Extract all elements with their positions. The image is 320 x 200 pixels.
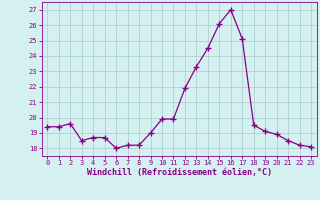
X-axis label: Windchill (Refroidissement éolien,°C): Windchill (Refroidissement éolien,°C) bbox=[87, 168, 272, 177]
